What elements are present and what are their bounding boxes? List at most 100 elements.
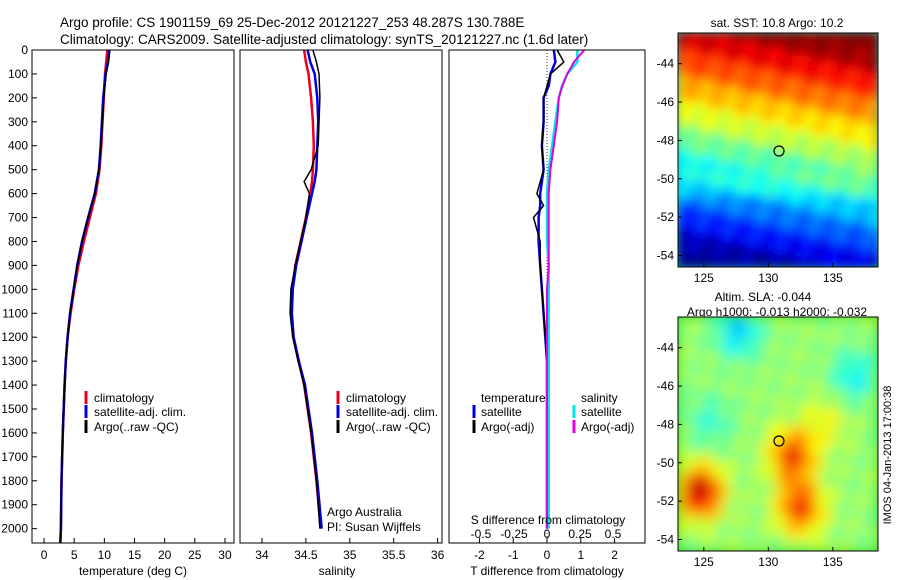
sla-cell — [769, 487, 779, 498]
sst-cell — [807, 211, 818, 222]
sla-cell — [838, 495, 849, 506]
sla-cell — [846, 464, 856, 474]
sst-cell — [800, 47, 810, 58]
sla-cell — [700, 464, 710, 474]
sla-cell — [700, 542, 710, 551]
sla-cell — [746, 518, 756, 529]
sla-cell — [838, 386, 849, 396]
sst-cell — [678, 250, 687, 261]
sst-cell — [800, 180, 810, 190]
sst-cell — [753, 203, 764, 214]
sst-cell — [792, 258, 803, 267]
sla-cell — [738, 503, 749, 513]
sst-cell — [784, 172, 795, 183]
sst-cell — [807, 219, 818, 229]
sst-cell — [753, 234, 764, 245]
sst-cell — [800, 242, 810, 253]
sla-cell — [830, 417, 841, 428]
sst-cell — [792, 234, 803, 245]
sla-cell — [723, 425, 733, 435]
sst-cell — [823, 156, 833, 167]
sst-cell — [815, 258, 826, 267]
sla-cell — [723, 440, 733, 451]
sst-cell — [707, 102, 718, 112]
sst-cell — [746, 195, 756, 206]
sla-cell — [692, 503, 703, 513]
sst-cell — [692, 258, 703, 267]
sla-cell — [761, 472, 772, 482]
sst-cell — [723, 110, 733, 120]
sst-cell — [800, 78, 810, 89]
sst-cell — [807, 258, 818, 267]
sla-cell — [823, 394, 833, 404]
legend-label-climatology: climatology — [346, 391, 406, 405]
sst-cell — [838, 242, 849, 253]
sst-cell — [723, 86, 733, 97]
sst-cell — [769, 203, 779, 214]
sst-cell — [846, 219, 856, 229]
sst-cell — [746, 71, 756, 81]
sst-cell — [861, 94, 872, 105]
sst-cell — [707, 195, 718, 206]
sst-cell — [730, 164, 741, 175]
sla-cell — [846, 456, 856, 467]
sla-cell — [815, 394, 826, 404]
sst-cell — [761, 250, 772, 261]
sst-cell — [846, 188, 856, 198]
sla-cell — [753, 394, 764, 404]
sla-cell — [846, 331, 856, 342]
sst-cell — [861, 117, 872, 128]
sla-cell — [869, 448, 878, 459]
sla-cell — [692, 479, 703, 490]
sla-cell — [800, 495, 810, 506]
t-difference-axis-tick-label: 0 — [544, 548, 551, 562]
sla-cell — [853, 495, 864, 506]
sst-cell — [815, 102, 826, 112]
sst-cell — [738, 39, 749, 50]
sst-cell — [753, 149, 764, 159]
sla-cell — [678, 456, 687, 467]
sst-cell — [715, 47, 726, 58]
sst-cell — [700, 172, 710, 183]
sst-cell — [861, 156, 872, 167]
sst-cell — [830, 211, 841, 222]
temperature-axis-tick-label: 0 — [41, 548, 48, 562]
sst-cell — [746, 211, 756, 222]
sst-cell — [784, 156, 795, 167]
sst-cell — [753, 188, 764, 198]
sst-cell — [715, 258, 726, 267]
sla-cell — [830, 542, 841, 551]
sla-cell — [761, 370, 772, 381]
sst-cell — [730, 63, 741, 73]
sla-cell — [869, 526, 878, 537]
sst-cell — [823, 133, 833, 144]
sst-cell — [838, 195, 849, 206]
sla-cell — [800, 347, 810, 357]
sla-cell — [692, 386, 703, 396]
sst-cell — [730, 234, 741, 245]
sla-cell — [853, 456, 864, 467]
sst-cell — [823, 234, 833, 245]
sla-cell — [830, 503, 841, 513]
sla-cell — [684, 479, 695, 490]
sla-cell — [823, 331, 833, 342]
sla-cell — [730, 370, 741, 381]
sst-cell — [715, 133, 726, 144]
sla-cell — [784, 323, 795, 334]
sla-cell — [861, 534, 872, 545]
sst-cell — [807, 172, 818, 183]
sst-cell — [753, 164, 764, 175]
sla-cell — [738, 370, 749, 381]
sst-cell — [838, 219, 849, 229]
sla-cell — [823, 534, 833, 545]
temperature-series-climatology — [59, 49, 109, 544]
sst-cell — [707, 33, 718, 42]
sla-cell — [823, 339, 833, 350]
sst-cell — [823, 219, 833, 229]
sst-cell — [700, 219, 710, 229]
sst-cell — [807, 234, 818, 245]
sla-cell — [715, 464, 726, 474]
sla-cell — [684, 503, 695, 513]
sst-cell — [753, 63, 764, 73]
sst-cell — [723, 172, 733, 183]
